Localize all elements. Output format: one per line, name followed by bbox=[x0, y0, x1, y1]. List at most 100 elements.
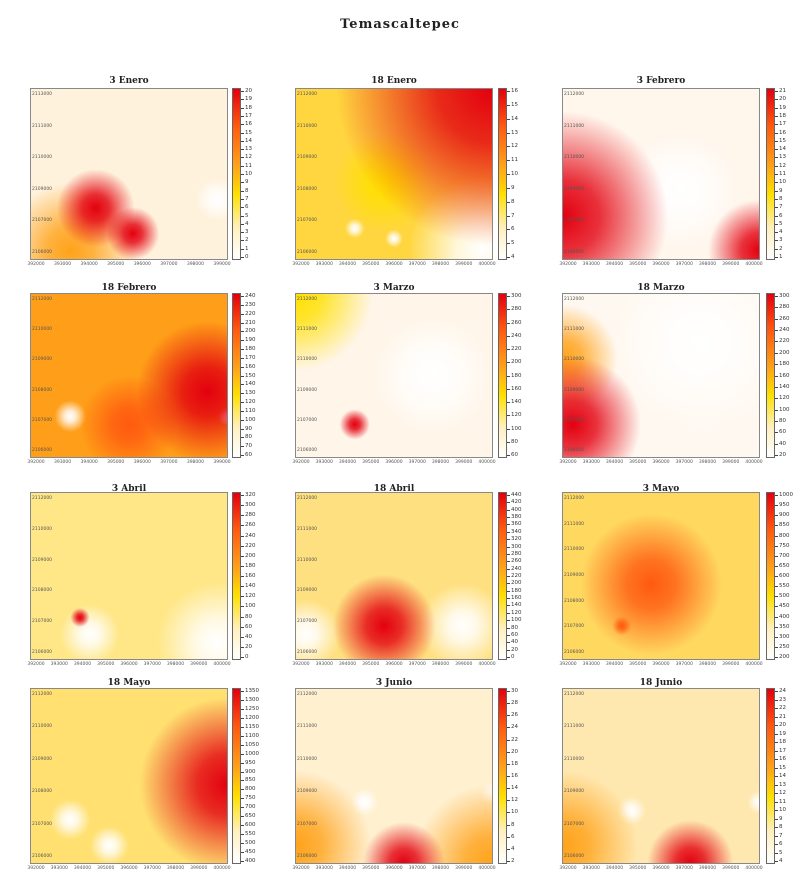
colorbar-tick-mark bbox=[241, 545, 244, 547]
colorbar-tick-mark bbox=[507, 824, 510, 826]
colorbar-tick-mark bbox=[775, 657, 778, 658]
colorbar-tick-label: 6 bbox=[245, 204, 249, 211]
x-tick-label: 395000 bbox=[97, 866, 115, 871]
colorbar-tick-label: 14 bbox=[245, 137, 252, 144]
x-tick-label: 399000 bbox=[722, 262, 740, 267]
colorbar-tick-label: 200 bbox=[511, 359, 522, 366]
colorbar-tick-label: 1350 bbox=[245, 688, 259, 694]
colorbar-tick-mark bbox=[507, 576, 510, 577]
colorbar-tick-label: 160 bbox=[511, 385, 522, 392]
colorbar-tick-mark bbox=[507, 322, 510, 324]
x-tick-label: 394000 bbox=[605, 460, 624, 465]
colorbar-tick-label: 12 bbox=[779, 162, 786, 169]
colorbar-tick-mark bbox=[775, 432, 778, 434]
colorbar-tick-mark bbox=[775, 699, 778, 701]
y-tick-label: 2109000 bbox=[564, 573, 585, 578]
y-tick-label: 2109000 bbox=[32, 357, 53, 363]
x-tick-label: 392000 bbox=[292, 866, 310, 871]
colorbar-tick-mark bbox=[241, 428, 244, 430]
colorbar-tick-label: 260 bbox=[245, 522, 256, 529]
x-tick-label: 399000 bbox=[455, 460, 473, 465]
y-tick-label: 2106000 bbox=[32, 854, 53, 859]
colorbar-tick-label: 450 bbox=[245, 849, 256, 856]
colorbar-tick-label: 20 bbox=[511, 748, 518, 755]
colorbar-tick-mark bbox=[241, 402, 244, 403]
colorbar-tick-label: 6 bbox=[511, 833, 515, 840]
y-tick-label: 2110000 bbox=[297, 756, 318, 762]
y-tick-label: 2106000 bbox=[564, 250, 585, 255]
y-tick-label: 2112000 bbox=[297, 692, 318, 697]
colorbar-tick-label: 16 bbox=[511, 88, 518, 94]
colorbar-tick-label: 90 bbox=[245, 425, 252, 432]
y-tick-label: 2110000 bbox=[32, 155, 53, 161]
x-tick-label: 396000 bbox=[385, 866, 403, 871]
colorbar-tick-mark bbox=[241, 699, 244, 701]
y-tick-label: 2106000 bbox=[297, 854, 318, 859]
colorbar-tick-label: 280 bbox=[245, 512, 256, 519]
y-tick-label: 2109000 bbox=[32, 756, 53, 762]
y-tick-label: 2110000 bbox=[297, 557, 318, 563]
colorbar-tick-mark bbox=[507, 495, 510, 496]
colorbar-tick-mark bbox=[775, 505, 778, 507]
colorbar-tick-mark bbox=[241, 190, 244, 192]
x-tick-label: 394000 bbox=[605, 866, 624, 871]
y-tick-label: 2107000 bbox=[32, 821, 53, 827]
colorbar-tick-label: 15 bbox=[245, 129, 252, 136]
colorbar-tick-label: 9 bbox=[779, 815, 783, 822]
x-tick-label: 396000 bbox=[133, 262, 151, 267]
colorbar-tick-mark bbox=[775, 165, 778, 167]
colorbar-tick-mark bbox=[775, 149, 778, 151]
y-tick-label: 2112000 bbox=[32, 496, 53, 501]
x-tick-label: 398000 bbox=[431, 460, 450, 465]
colorbar-tick-label: 1050 bbox=[245, 741, 259, 748]
colorbar-tick-label: 550 bbox=[245, 831, 256, 838]
colorbar-tick-label: 17 bbox=[779, 121, 786, 128]
colorbar bbox=[232, 88, 241, 260]
y-tick-label: 2106000 bbox=[32, 650, 53, 655]
x-tick-label: 396000 bbox=[652, 262, 670, 267]
colorbar-tick-mark bbox=[775, 525, 778, 527]
colorbar-tick-label: 200 bbox=[245, 552, 256, 559]
colorbar-tick-mark bbox=[241, 861, 244, 862]
x-tick-label: 396000 bbox=[652, 460, 670, 465]
colorbar-tick-mark bbox=[775, 364, 778, 366]
x-tick-label: 400000 bbox=[478, 262, 496, 267]
panel-title: 3 Abril bbox=[111, 484, 147, 494]
colorbar-tick-mark bbox=[507, 642, 510, 644]
x-tick-label: 399000 bbox=[213, 460, 231, 465]
y-tick-label: 2107000 bbox=[564, 624, 585, 630]
colorbar-tick-mark bbox=[241, 124, 244, 126]
colorbar-tick-mark bbox=[507, 531, 510, 533]
colorbar-tick-mark bbox=[775, 174, 778, 175]
panel-title: 18 Junio bbox=[639, 678, 683, 688]
x-tick-label: 392000 bbox=[27, 460, 45, 465]
colorbar-tick-label: 0 bbox=[511, 654, 515, 660]
colorbar-tick-label: 19 bbox=[245, 96, 252, 103]
colorbar-tick-mark bbox=[507, 776, 510, 777]
colorbar-tick-label: 7 bbox=[779, 832, 783, 839]
colorbar-tick-mark bbox=[775, 646, 778, 648]
x-tick-label: 395000 bbox=[362, 662, 380, 667]
colorbar-tick-label: 4 bbox=[511, 254, 515, 260]
x-tick-label: 398000 bbox=[698, 460, 717, 465]
colorbar-tick-mark bbox=[775, 330, 778, 332]
x-tick-label: 392000 bbox=[559, 460, 577, 465]
colorbar-tick-mark bbox=[507, 509, 510, 511]
colorbar-tick-label: 1100 bbox=[245, 732, 259, 739]
colorbar-tick-mark bbox=[241, 132, 244, 134]
x-tick-label: 395000 bbox=[629, 662, 647, 667]
colorbar-tick-label: 12 bbox=[779, 790, 786, 796]
heatmap-plot-area bbox=[562, 688, 760, 864]
colorbar-tick-label: 20 bbox=[245, 88, 252, 94]
colorbar-tick-mark bbox=[775, 341, 778, 343]
colorbar-tick-label: 7 bbox=[245, 195, 249, 202]
colorbar-tick-mark bbox=[775, 555, 778, 557]
colorbar-tick-label: 950 bbox=[779, 502, 790, 509]
colorbar-tick-label: 160 bbox=[511, 595, 522, 602]
y-tick-label: 2106000 bbox=[564, 448, 585, 453]
y-tick-label: 2109000 bbox=[297, 588, 318, 594]
colorbar-tick-label: 650 bbox=[779, 562, 790, 569]
colorbar-tick-label: 17 bbox=[245, 112, 252, 119]
x-tick-label: 392000 bbox=[292, 460, 310, 465]
x-tick-label: 394000 bbox=[605, 262, 624, 267]
